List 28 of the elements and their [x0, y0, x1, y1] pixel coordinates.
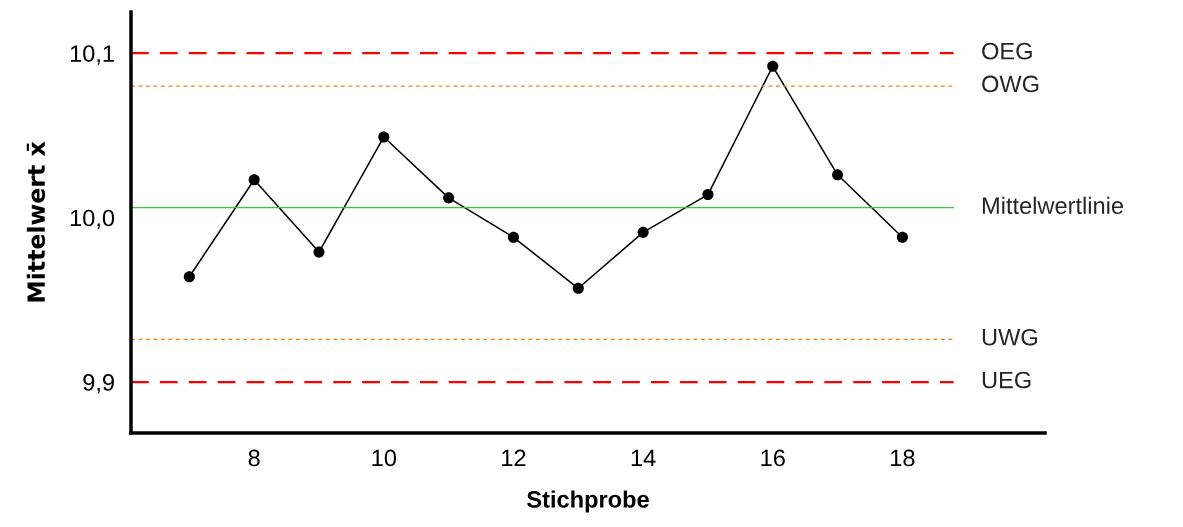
- point: [702, 188, 714, 201]
- ref-line-label: UWG: [982, 328, 1037, 346]
- ref-line-label: UEG: [982, 371, 1031, 389]
- point: [896, 231, 908, 243]
- ref-line-label: Mittelwertlinie: [982, 196, 1123, 215]
- x-tick-label: 16: [761, 449, 785, 467]
- x-tick-label: 14: [631, 449, 656, 467]
- y-tick-label: 9,9: [83, 374, 114, 394]
- point: [443, 192, 455, 204]
- point: [183, 271, 195, 283]
- point: [313, 246, 325, 258]
- point: [832, 169, 844, 181]
- x-tick-label: 18: [891, 449, 915, 467]
- point: [572, 282, 584, 294]
- point: [248, 174, 260, 186]
- x-tick-label: 10: [372, 449, 397, 467]
- point: [637, 226, 649, 238]
- y-axis-title: Mittelwert x̄: [26, 141, 46, 302]
- point: [767, 60, 779, 72]
- y-tick-label: 10,1: [70, 45, 114, 65]
- x-tick-label: 12: [502, 449, 526, 467]
- x-axis-title: Stichprobe: [527, 490, 649, 513]
- ref-line-label: OWG: [982, 75, 1039, 93]
- ref-line-label: OEG: [982, 42, 1032, 60]
- x-tick-label: 8: [248, 449, 260, 467]
- point: [378, 131, 390, 143]
- y-tick-label: 10,0: [70, 209, 115, 230]
- point: [507, 231, 520, 243]
